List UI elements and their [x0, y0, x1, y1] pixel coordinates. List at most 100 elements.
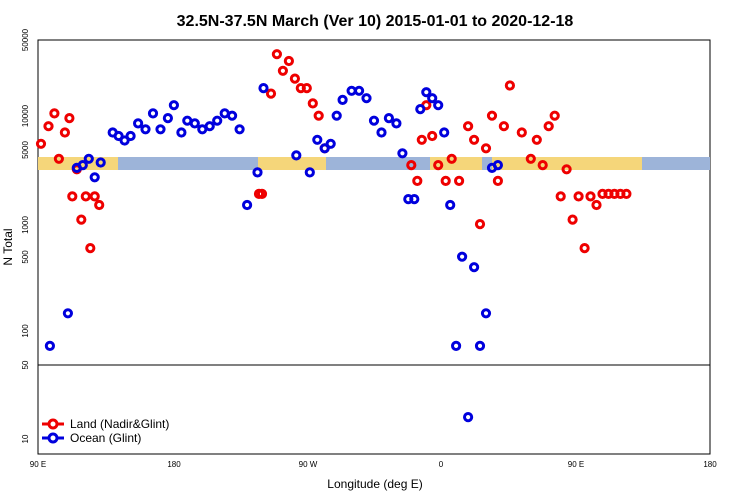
point-ocean-56: [474, 340, 486, 351]
map-band-land-2: [258, 157, 326, 170]
point-land-18: [283, 55, 294, 67]
point-ocean-54: [463, 412, 474, 423]
point-land-47: [549, 110, 560, 121]
point-ocean-31: [312, 134, 323, 145]
legend: Land (Nadir&Glint) Ocean (Glint): [42, 417, 169, 445]
x-tick-90e-right: 90 E: [568, 460, 584, 469]
y-tick-500: 500: [21, 250, 30, 264]
point-land-0: [35, 138, 47, 149]
point-land-34: [463, 121, 474, 132]
point-land-51: [573, 191, 584, 202]
point-land-31: [440, 175, 451, 186]
point-land-8: [76, 214, 87, 225]
point-ocean-43: [397, 148, 408, 159]
point-ocean-40: [376, 127, 387, 138]
point-land-48: [555, 191, 566, 202]
y-tick-10000: 10000: [21, 104, 30, 127]
point-land-19: [289, 73, 300, 84]
point-ocean-38: [361, 93, 372, 104]
y-tick-1000: 1000: [21, 216, 30, 234]
map-band: [38, 157, 710, 170]
chart-title: 32.5N-37.5N March (Ver 10) 2015-01-01 to…: [177, 13, 574, 30]
point-ocean-10: [125, 130, 136, 142]
point-ocean-52: [451, 340, 462, 351]
y-tick-50: 50: [21, 360, 30, 369]
point-ocean-15: [162, 113, 173, 124]
point-land-25: [406, 160, 417, 171]
point-land-30: [433, 160, 444, 171]
point-ocean-22: [212, 115, 223, 126]
point-land-22: [307, 98, 318, 109]
point-ocean-5: [89, 172, 100, 183]
point-land-1: [43, 121, 54, 132]
point-ocean-29: [291, 150, 302, 161]
point-land-6: [67, 191, 78, 202]
point-ocean-34: [331, 110, 342, 121]
point-ocean-24: [227, 110, 238, 121]
x-tick-180-right: 180: [703, 460, 717, 469]
point-land-11: [89, 191, 100, 202]
point-ocean-42: [391, 118, 402, 129]
point-land-32: [446, 153, 457, 164]
point-ocean-39: [368, 115, 380, 126]
y-tick-5000: 5000: [21, 141, 30, 159]
legend-marker-land: [47, 418, 59, 430]
point-ocean-0: [44, 340, 56, 351]
x-tick-90e-left: 90 E: [30, 460, 46, 469]
point-land-41: [504, 80, 515, 91]
point-land-46: [543, 121, 554, 132]
x-tick-0: 0: [439, 460, 444, 469]
point-ocean-55: [469, 262, 480, 273]
point-ocean-13: [147, 108, 159, 119]
plot-frame: [37, 39, 711, 455]
point-ocean-14: [155, 124, 166, 135]
y-tick-100: 100: [21, 324, 30, 338]
point-land-49: [561, 164, 572, 175]
point-land-45: [537, 160, 548, 171]
point-ocean-26: [242, 199, 253, 211]
point-ocean-16: [168, 100, 179, 111]
point-land-37: [480, 143, 492, 154]
point-ocean-30: [304, 167, 315, 178]
point-ocean-46: [415, 104, 426, 115]
point-ocean-12: [140, 124, 151, 135]
x-tick-180-left: 180: [167, 460, 181, 469]
point-land-39: [492, 175, 503, 186]
point-land-43: [525, 153, 536, 164]
point-land-42: [516, 127, 527, 138]
point-ocean-51: [445, 199, 456, 211]
point-land-59: [621, 188, 632, 199]
point-land-14: [256, 188, 268, 199]
point-ocean-37: [354, 85, 365, 96]
point-land-2: [49, 108, 60, 119]
point-ocean-41: [383, 113, 394, 124]
point-ocean-8: [113, 130, 124, 142]
point-ocean-49: [433, 100, 444, 111]
y-axis-label: N Total: [1, 228, 15, 265]
point-land-54: [591, 199, 602, 211]
legend-label-ocean: Ocean (Glint): [70, 431, 141, 445]
point-ocean-25: [234, 124, 245, 135]
point-land-12: [94, 199, 105, 211]
point-land-16: [271, 49, 282, 60]
point-ocean-4: [83, 153, 94, 164]
point-land-4: [59, 127, 71, 138]
legend-entry-ocean: Ocean (Glint): [42, 431, 141, 445]
point-land-36: [474, 219, 486, 230]
point-land-27: [416, 134, 427, 145]
y-tick-10: 10: [21, 434, 30, 443]
point-ocean-1: [62, 308, 74, 319]
point-ocean-47: [421, 87, 432, 98]
point-land-53: [585, 191, 596, 202]
point-land-40: [498, 121, 509, 132]
point-ocean-57: [480, 308, 492, 319]
point-ocean-53: [457, 251, 468, 262]
point-ocean-50: [439, 127, 450, 138]
point-land-52: [579, 243, 590, 254]
point-land-15: [265, 88, 277, 99]
x-axis: 90 E 180 90 W 0 90 E 180: [30, 460, 717, 469]
point-ocean-6: [95, 157, 106, 168]
point-ocean-33: [325, 138, 336, 149]
point-land-26: [412, 175, 423, 186]
map-band-land-5: [612, 157, 642, 170]
